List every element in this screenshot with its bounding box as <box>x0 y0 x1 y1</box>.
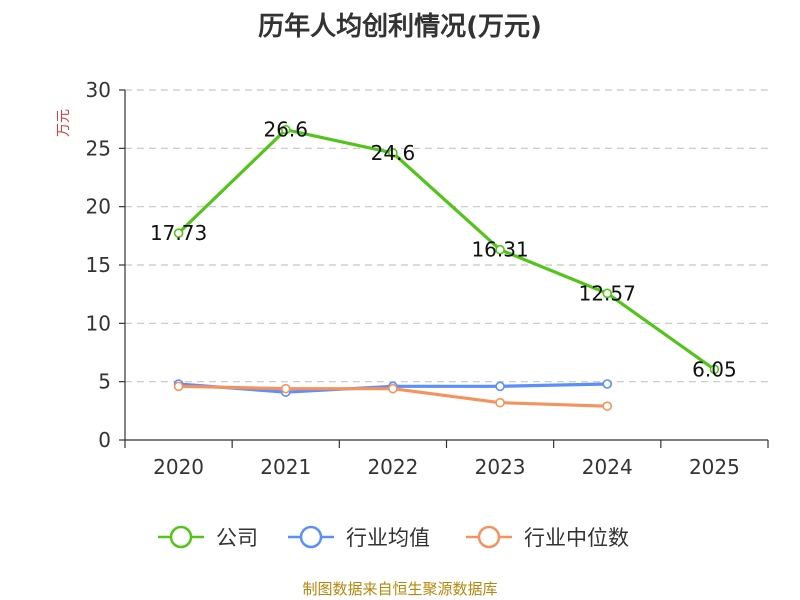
y-axis-label: 万元 <box>56 109 72 137</box>
legend-marker-0 <box>169 525 193 549</box>
data-labels: 17.73 26.6 24.6 16.31 12.57 6.05 <box>150 118 737 382</box>
data-label-2024: 12.57 <box>579 281 636 305</box>
data-label-2025: 6.05 <box>692 357 737 381</box>
y-tick-label-30: 30 <box>86 78 111 102</box>
y-tick-label-10: 10 <box>86 311 111 335</box>
x-tick-label-2021: 2021 <box>260 455 311 479</box>
legend-marker-1 <box>299 525 323 549</box>
y-tick-label-5: 5 <box>98 370 111 394</box>
data-label-2022: 24.6 <box>371 141 416 165</box>
source-note: 制图数据来自恒生聚源数据库 <box>302 580 498 598</box>
legend-label-1[interactable]: 行业均值 <box>346 526 430 550</box>
data-point-s2-2022 <box>388 383 398 394</box>
data-point-s0-2023 <box>495 244 505 255</box>
data-point-s2-2023 <box>495 397 505 408</box>
y-tick-label-0: 0 <box>98 428 111 452</box>
x-tick-label-2025: 2025 <box>689 455 740 479</box>
x-tick-label-2023: 2023 <box>475 455 526 479</box>
y-tick-label-20: 20 <box>86 195 111 219</box>
y-tick-label-25: 25 <box>86 136 111 160</box>
data-label-2021: 26.6 <box>263 118 308 142</box>
data-point-s2-2021 <box>280 383 291 394</box>
x-tick-label-2020: 2020 <box>153 455 204 479</box>
data-point-s1-2023 <box>495 381 505 392</box>
series-lines <box>173 124 720 411</box>
data-label-2020: 17.73 <box>150 221 207 245</box>
x-tick-label-2022: 2022 <box>367 455 418 479</box>
x-tick-label-2024: 2024 <box>582 455 633 479</box>
data-point-s2-2020 <box>173 381 184 392</box>
data-point-s1-2024 <box>602 379 613 389</box>
legend-label-2[interactable]: 行业中位数 <box>524 526 629 550</box>
data-point-s0-2020 <box>173 228 184 238</box>
y-tick-label-15: 15 <box>86 253 111 277</box>
data-point-s0-2024 <box>602 288 613 299</box>
data-point-s0-2022 <box>388 148 398 158</box>
legend-marker-2 <box>477 525 501 549</box>
data-label-2023: 16.31 <box>471 238 528 262</box>
legend-label-0[interactable]: 公司 <box>216 526 258 550</box>
chart-title: 历年人均创利情况(万元) <box>258 12 542 42</box>
legend[interactable]: 公司 行业均值 行业中位数 <box>158 525 629 550</box>
data-point-s2-2024 <box>602 401 613 411</box>
series-line-0 <box>177 128 716 371</box>
data-point-s0-2025 <box>709 364 720 375</box>
data-point-s0-2021 <box>280 124 291 135</box>
